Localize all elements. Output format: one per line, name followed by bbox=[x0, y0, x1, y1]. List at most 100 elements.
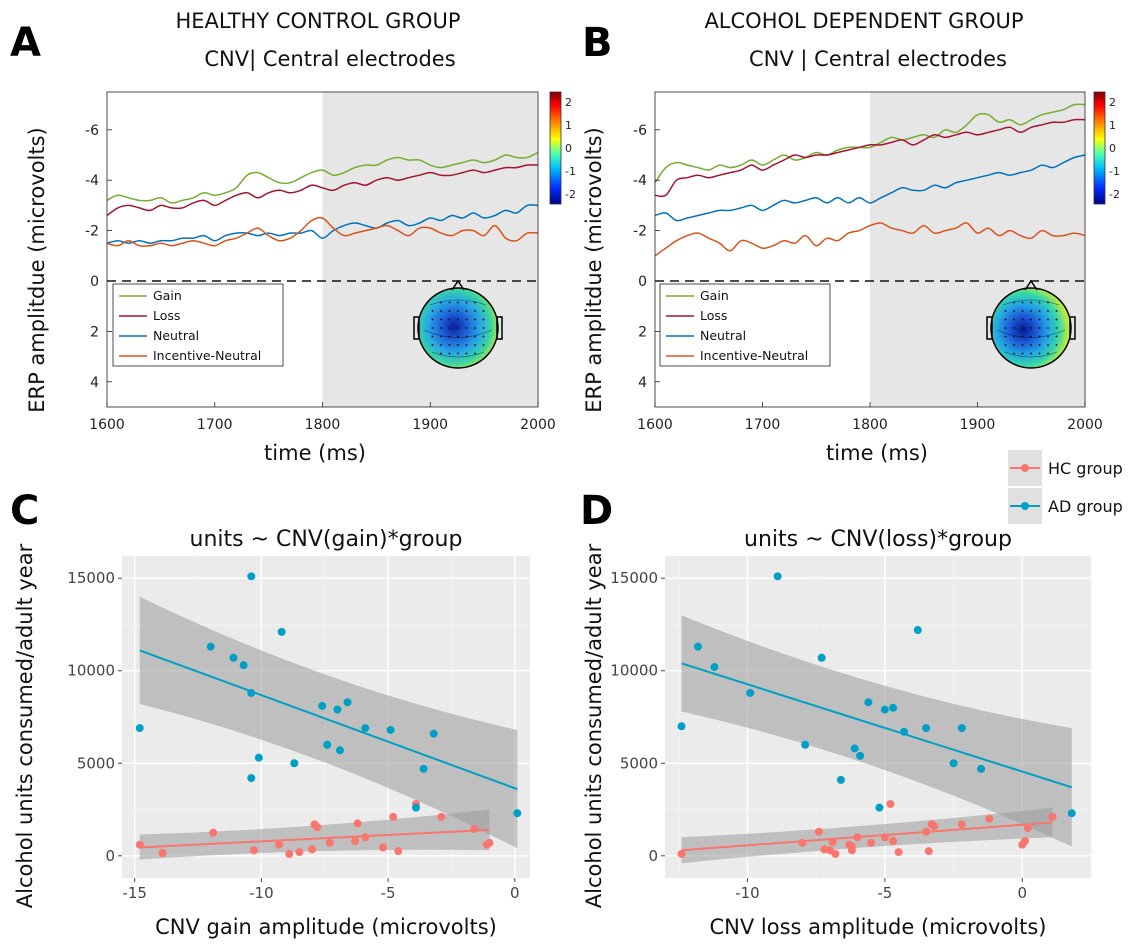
data-point-d-hc bbox=[924, 847, 933, 856]
legend-label-b-3: Incentive-Neutral bbox=[700, 348, 808, 363]
electrode-dot bbox=[1030, 301, 1032, 304]
panel-letter-a: A bbox=[10, 20, 41, 66]
electrode-dot bbox=[474, 301, 476, 304]
y-tick-label-b: -6 bbox=[633, 123, 647, 139]
electrode-dot bbox=[1004, 335, 1007, 338]
colorbar-tick-label: -1 bbox=[565, 165, 576, 178]
colorbar-a-ticks: 2 1 0 -1 -2 bbox=[565, 96, 576, 201]
data-point-c-ad bbox=[206, 642, 215, 651]
erp-panel-a: A HEALTHY CONTROL GROUP CNV| Central ele… bbox=[10, 9, 576, 465]
y-tick-label-b: 4 bbox=[638, 375, 647, 391]
data-point-d-hc bbox=[867, 838, 876, 847]
colorbar-tick-label: 1 bbox=[565, 119, 572, 132]
x-tick-label-a: 1700 bbox=[197, 417, 233, 433]
series-line-b-incentive-neutral bbox=[654, 222, 1086, 257]
electrode-dot bbox=[1030, 352, 1032, 355]
data-point-c-ad bbox=[239, 661, 248, 670]
electrode-dot bbox=[457, 344, 459, 346]
electrode-dot bbox=[1038, 335, 1041, 338]
panel-b-topomap bbox=[986, 279, 1076, 369]
data-point-c-ad bbox=[247, 774, 256, 783]
colorbar-tick-label: 2 bbox=[565, 96, 572, 109]
data-point-c-ad bbox=[333, 705, 342, 714]
panel-b-colorbar: 2 1 0 -1 -2 bbox=[1093, 91, 1120, 205]
electrode-dot bbox=[440, 327, 442, 329]
x-tick-label-c: 0 bbox=[510, 884, 520, 902]
electrode-dot bbox=[465, 335, 468, 338]
electrode-dot bbox=[431, 344, 434, 346]
data-point-c-hc bbox=[249, 846, 258, 855]
electrode-dot bbox=[1055, 318, 1058, 321]
data-point-d-ad bbox=[913, 626, 922, 635]
electrode-dot bbox=[1004, 327, 1007, 329]
electrode-dot bbox=[431, 335, 434, 338]
colorbar-b-ticks: 2 1 0 -1 -2 bbox=[1109, 96, 1120, 201]
electrode-dot bbox=[1021, 327, 1024, 329]
data-point-d-hc bbox=[889, 836, 898, 845]
data-point-d-ad bbox=[900, 727, 909, 736]
data-point-c-ad bbox=[318, 701, 327, 710]
electrode-dot bbox=[457, 335, 459, 338]
electrode-dot bbox=[1030, 344, 1032, 346]
panel-letter-c: C bbox=[10, 488, 39, 534]
data-point-c-hc bbox=[379, 843, 388, 852]
y-tick-label-a: -4 bbox=[85, 173, 99, 189]
electrode-dot bbox=[482, 327, 485, 329]
legend-label-a-2: Neutral bbox=[153, 328, 199, 343]
panel-a-topomap bbox=[413, 279, 503, 369]
data-point-c-ad bbox=[247, 688, 256, 697]
data-point-c-ad bbox=[361, 724, 370, 733]
topomap-left-ear-b bbox=[986, 316, 993, 340]
data-point-d-ad bbox=[922, 724, 931, 733]
fit-line-d-hc bbox=[681, 821, 1053, 852]
y-tick-label-c: 5000 bbox=[77, 754, 115, 772]
panel-c-y-axis-label: Alcohol units consumed/adult year bbox=[13, 543, 37, 908]
y-tick-label-d: 0 bbox=[648, 847, 658, 865]
electrode-dot bbox=[474, 310, 476, 312]
group-legend-label-hc: HC group bbox=[1048, 459, 1123, 478]
data-point-d-hc bbox=[1021, 836, 1030, 845]
panel-d-plot-area: 0 5000 10000 15000 -10 -5 0 bbox=[610, 556, 1092, 902]
data-point-c-ad bbox=[419, 764, 428, 773]
electrode-dot bbox=[1013, 301, 1015, 304]
topomap-contours-b bbox=[996, 299, 1066, 358]
data-point-c-ad bbox=[386, 725, 395, 734]
electrode-dot bbox=[448, 310, 451, 312]
electrode-dot bbox=[457, 301, 459, 304]
data-point-d-ad bbox=[880, 705, 889, 714]
scatter-panel-c: C units ~ CNV(gain)*group Alcohol units … bbox=[10, 488, 530, 939]
electrode-dot bbox=[1013, 335, 1015, 338]
panel-letter-b: B bbox=[582, 20, 613, 66]
panel-b-title-line1: ALCOHOL DEPENDENT GROUP bbox=[704, 9, 1023, 33]
y-tick-label-b: 2 bbox=[638, 324, 647, 340]
electrode-dot bbox=[474, 335, 476, 338]
legend-label-a-1: Loss bbox=[153, 308, 180, 323]
topomap-nose-b bbox=[1024, 279, 1038, 291]
data-point-d-ad bbox=[875, 803, 884, 812]
data-point-d-ad bbox=[957, 724, 966, 733]
y-tick-label-c: 15000 bbox=[67, 569, 115, 587]
electrode-dot bbox=[448, 327, 451, 329]
data-point-c-ad bbox=[290, 759, 299, 768]
data-point-c-hc bbox=[308, 845, 317, 854]
y-tick-label-d: 15000 bbox=[610, 569, 658, 587]
electrode-dot bbox=[457, 352, 459, 355]
data-point-c-hc bbox=[295, 848, 304, 857]
data-point-c-ad bbox=[229, 653, 238, 662]
data-point-d-hc bbox=[985, 814, 994, 823]
electrode-dot bbox=[465, 327, 468, 329]
y-tick-label-c: 0 bbox=[105, 847, 115, 865]
series-line-b-gain bbox=[654, 103, 1086, 184]
data-point-d-hc bbox=[814, 827, 823, 836]
data-point-d-ad bbox=[949, 759, 958, 768]
data-point-c-ad bbox=[247, 572, 256, 581]
x-tick-label-a: 1900 bbox=[412, 417, 448, 433]
data-point-d-hc bbox=[1048, 812, 1057, 821]
data-point-c-hc bbox=[389, 812, 398, 821]
electrode-dot bbox=[474, 327, 476, 329]
panel-d-x-axis-label: CNV loss amplitude (microvolts) bbox=[710, 915, 1047, 939]
electrode-dot bbox=[1038, 344, 1041, 346]
data-point-d-hc bbox=[894, 848, 903, 857]
group-legend-label-ad: AD group bbox=[1048, 497, 1123, 516]
data-point-d-ad bbox=[864, 698, 873, 707]
